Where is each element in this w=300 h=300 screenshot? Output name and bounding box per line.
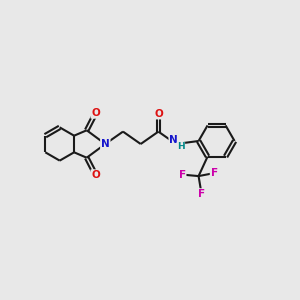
Text: O: O: [154, 109, 163, 118]
Text: O: O: [91, 170, 100, 180]
Text: N: N: [169, 135, 178, 145]
Text: H: H: [177, 142, 185, 152]
Text: F: F: [198, 189, 205, 199]
Text: F: F: [211, 168, 218, 178]
Text: N: N: [101, 139, 110, 149]
Text: F: F: [178, 169, 186, 180]
Text: O: O: [91, 108, 100, 118]
